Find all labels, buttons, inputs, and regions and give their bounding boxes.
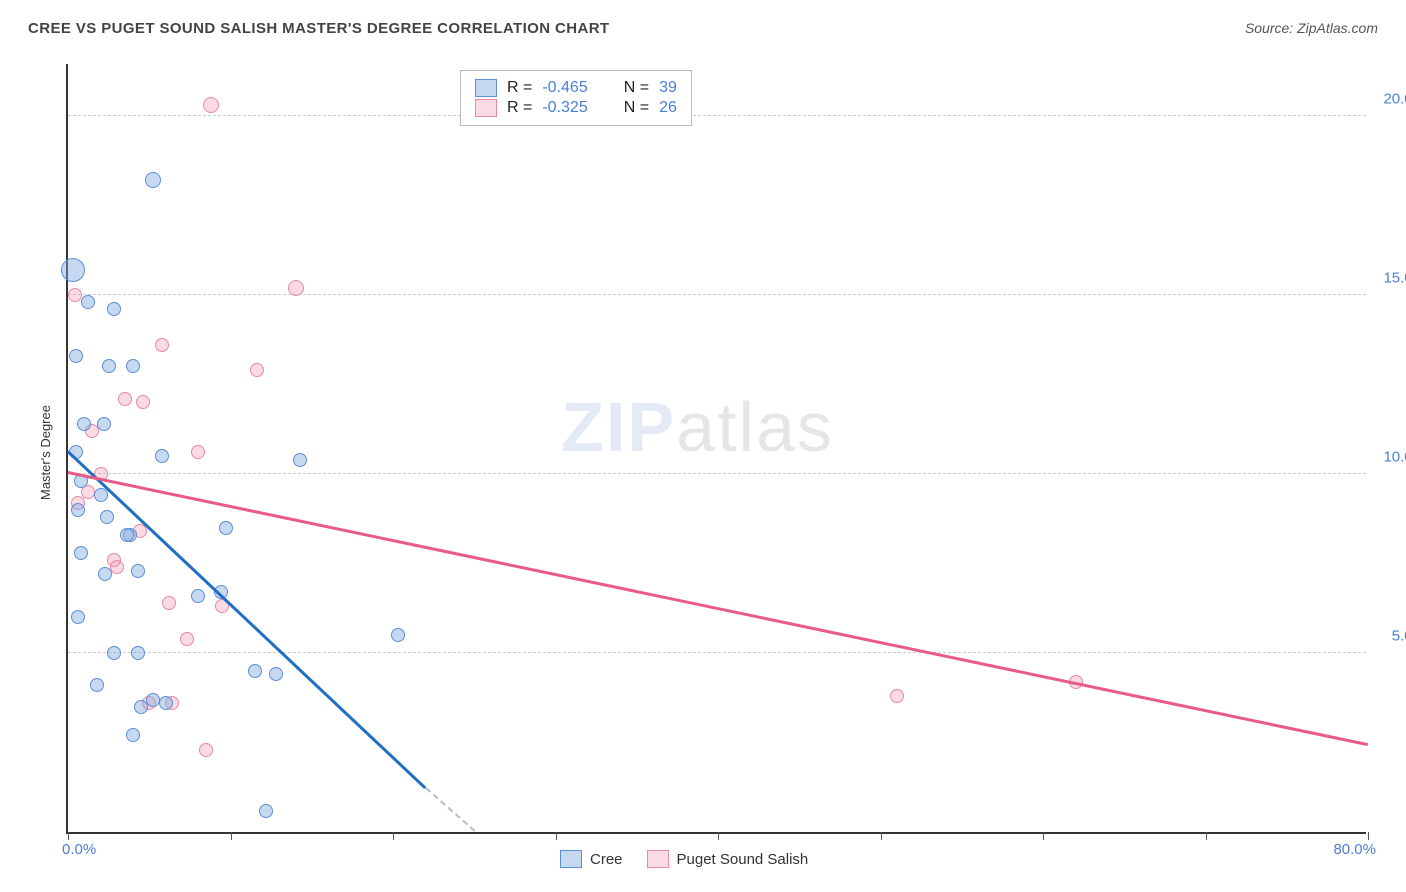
gridline bbox=[68, 473, 1366, 474]
stat-r-label: R = bbox=[507, 79, 532, 97]
watermark: ZIPatlas bbox=[561, 387, 834, 467]
data-point-blue bbox=[107, 302, 121, 316]
legend-label: Puget Sound Salish bbox=[677, 851, 809, 868]
data-point-pink bbox=[250, 363, 264, 377]
data-point-blue bbox=[155, 449, 169, 463]
chart-title: CREE VS PUGET SOUND SALISH MASTER'S DEGR… bbox=[28, 20, 610, 37]
data-point-blue bbox=[131, 646, 145, 660]
data-point-blue bbox=[77, 417, 91, 431]
data-point-blue bbox=[269, 667, 283, 681]
trend-line-blue bbox=[67, 450, 426, 788]
y-axis-label: Master's Degree bbox=[38, 405, 53, 500]
data-point-blue bbox=[126, 728, 140, 742]
data-point-blue bbox=[71, 610, 85, 624]
correlation-stats-box: R = -0.465 N = 39 R = -0.325 N = 26 bbox=[460, 70, 692, 126]
legend-swatch bbox=[647, 850, 669, 868]
data-point-pink bbox=[155, 338, 169, 352]
data-point-blue bbox=[61, 258, 85, 282]
y-tick-label: 5.0% bbox=[1371, 627, 1406, 644]
data-point-pink bbox=[288, 280, 304, 296]
title-row: CREE VS PUGET SOUND SALISH MASTER'S DEGR… bbox=[20, 20, 1386, 43]
x-tick bbox=[68, 832, 69, 840]
data-point-blue bbox=[259, 804, 273, 818]
data-point-pink bbox=[68, 288, 82, 302]
data-point-pink bbox=[118, 392, 132, 406]
legend-item: Cree bbox=[560, 850, 623, 868]
stat-n-label: N = bbox=[624, 79, 649, 97]
data-point-blue bbox=[90, 678, 104, 692]
data-point-blue bbox=[71, 503, 85, 517]
plot-area: ZIPatlas 5.0%10.0%15.0%20.0%0.0%80.0% bbox=[66, 64, 1366, 834]
legend-label: Cree bbox=[590, 851, 623, 868]
y-tick-label: 20.0% bbox=[1371, 90, 1406, 107]
legend-item: Puget Sound Salish bbox=[647, 850, 809, 868]
y-tick-label: 15.0% bbox=[1371, 269, 1406, 286]
data-point-blue bbox=[98, 567, 112, 581]
trend-line-pink bbox=[68, 471, 1369, 746]
stat-n-label: N = bbox=[624, 99, 649, 117]
stat-n-value: 26 bbox=[659, 99, 677, 117]
watermark-atlas: atlas bbox=[676, 388, 834, 466]
data-point-blue bbox=[145, 172, 161, 188]
data-point-pink bbox=[191, 445, 205, 459]
stat-r-label: R = bbox=[507, 99, 532, 117]
data-point-blue bbox=[94, 488, 108, 502]
data-point-blue bbox=[126, 359, 140, 373]
data-point-blue bbox=[134, 700, 148, 714]
x-tick bbox=[1368, 832, 1369, 840]
watermark-zip: ZIP bbox=[561, 388, 676, 466]
legend-swatch bbox=[475, 79, 497, 97]
y-tick-label: 10.0% bbox=[1371, 448, 1406, 465]
data-point-blue bbox=[107, 646, 121, 660]
data-point-blue bbox=[131, 564, 145, 578]
source-label: Source: ZipAtlas.com bbox=[1245, 20, 1378, 36]
data-point-pink bbox=[890, 689, 904, 703]
data-point-blue bbox=[100, 510, 114, 524]
data-point-blue bbox=[97, 417, 111, 431]
stat-r-value: -0.465 bbox=[542, 79, 587, 97]
data-point-blue bbox=[81, 295, 95, 309]
data-point-blue bbox=[120, 528, 134, 542]
data-point-blue bbox=[219, 521, 233, 535]
legend-swatch bbox=[475, 99, 497, 117]
x-tick bbox=[1206, 832, 1207, 840]
data-point-pink bbox=[199, 743, 213, 757]
legend-swatch bbox=[560, 850, 582, 868]
bottom-legend: Cree Puget Sound Salish bbox=[560, 850, 808, 868]
x-tick bbox=[393, 832, 394, 840]
x-tick bbox=[718, 832, 719, 840]
stat-row: R = -0.465 N = 39 bbox=[475, 79, 677, 97]
x-tick bbox=[556, 832, 557, 840]
data-point-blue bbox=[248, 664, 262, 678]
data-point-blue bbox=[159, 696, 173, 710]
x-start-label: 0.0% bbox=[62, 841, 96, 858]
stat-n-value: 39 bbox=[659, 79, 677, 97]
data-point-blue bbox=[293, 453, 307, 467]
data-point-pink bbox=[136, 395, 150, 409]
data-point-pink bbox=[162, 596, 176, 610]
data-point-blue bbox=[391, 628, 405, 642]
chart-container: CREE VS PUGET SOUND SALISH MASTER'S DEGR… bbox=[20, 20, 1386, 872]
data-point-blue bbox=[69, 349, 83, 363]
data-point-blue bbox=[191, 589, 205, 603]
gridline bbox=[68, 652, 1366, 653]
gridline bbox=[68, 294, 1366, 295]
stat-r-value: -0.325 bbox=[542, 99, 587, 117]
data-point-pink bbox=[180, 632, 194, 646]
stat-row: R = -0.325 N = 26 bbox=[475, 99, 677, 117]
x-end-label: 80.0% bbox=[1333, 841, 1376, 858]
data-point-blue bbox=[74, 546, 88, 560]
x-tick bbox=[231, 832, 232, 840]
data-point-blue bbox=[102, 359, 116, 373]
data-point-pink bbox=[203, 97, 219, 113]
x-tick bbox=[881, 832, 882, 840]
trend-line-blue-dash bbox=[425, 787, 475, 831]
x-tick bbox=[1043, 832, 1044, 840]
gridline bbox=[68, 115, 1366, 116]
